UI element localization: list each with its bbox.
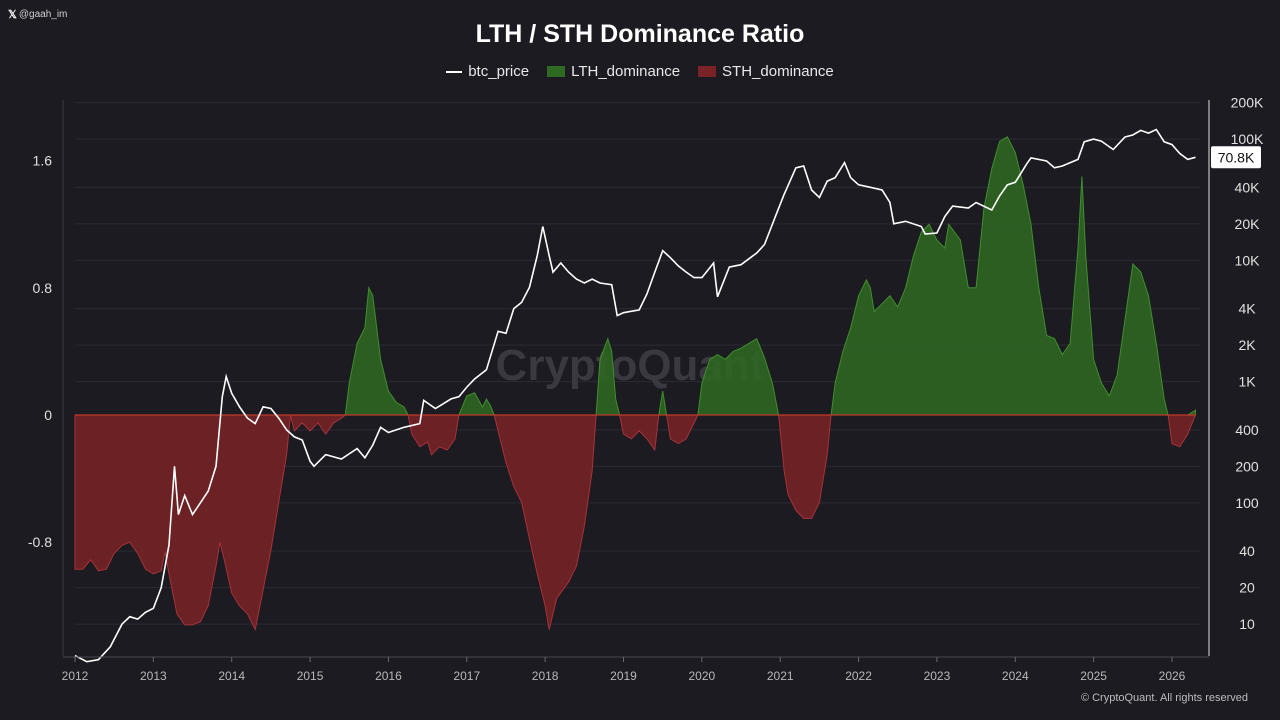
right-tick-label: 200 [1235, 458, 1259, 474]
x-tick-label: 2016 [375, 669, 402, 683]
legend-swatch-sth-dominance [698, 66, 717, 77]
right-tick-label: 20K [1235, 216, 1261, 232]
right-tick-label: 10K [1235, 252, 1261, 268]
right-tick-label: 200K [1231, 95, 1264, 111]
last-price-box [1211, 146, 1261, 169]
right-tick-label: 40 [1239, 543, 1255, 559]
left-tick-label: -0.8 [28, 534, 52, 550]
x-tick-label: 2018 [532, 669, 559, 683]
x-tick-label: 2019 [610, 669, 637, 683]
legend-label-btc-price: btc_price [468, 63, 530, 80]
x-tick-label: 2025 [1080, 669, 1107, 683]
legend-swatch-btc-price [446, 70, 463, 73]
legend-label-lth-dominance: LTH_dominance [571, 63, 681, 80]
x-tick-label: 2022 [845, 669, 872, 683]
left-tick-label: 1.6 [33, 153, 53, 169]
x-tick-label: 2023 [924, 669, 951, 683]
chart-legend: btc_price LTH_dominance STH_dominance [0, 63, 1280, 80]
right-tick-label: 400 [1235, 422, 1259, 438]
x-tick-label: 2015 [297, 669, 324, 683]
right-tick-label: 4K [1238, 301, 1256, 317]
legend-swatch-lth-dominance [547, 66, 566, 77]
x-tick-label: 2024 [1002, 669, 1029, 683]
x-logo-icon: 𝕏 [8, 9, 17, 21]
sth-dominance-area [74, 414, 1197, 632]
left-axis: 1.6 0.8 0 -0.8 [28, 153, 52, 551]
last-price-label: 70.8K [1218, 149, 1255, 165]
chart-title: LTH / STH Dominance Ratio [475, 20, 805, 48]
right-tick-label: 2K [1238, 337, 1256, 353]
right-tick-label: 10 [1239, 616, 1255, 632]
x-axis: 2012 2013 2014 2015 2016 2017 2018 2019 2020 2021… [62, 656, 1209, 683]
legend-item-btc-price[interactable]: btc_price [446, 63, 529, 80]
author-handle: 𝕏 @gaah_im [8, 8, 67, 21]
x-tick-label: 2012 [62, 669, 89, 683]
legend-item-sth-dominance[interactable]: STH_dominance [698, 63, 834, 80]
right-tick-label: 40K [1235, 179, 1261, 195]
x-tick-label: 2013 [140, 669, 167, 683]
handle-text: @gaah_im [18, 9, 68, 20]
legend-label-sth-dominance: STH_dominance [722, 63, 834, 80]
x-tick-label: 2014 [218, 669, 245, 683]
x-tick-label: 2021 [767, 669, 794, 683]
copyright-text: © CryptoQuant. All rights reserved [1080, 692, 1248, 704]
right-tick-label: 100K [1231, 131, 1264, 147]
x-tick-label: 2026 [1159, 669, 1186, 683]
x-tick-label: 2020 [689, 669, 716, 683]
right-tick-label: 100 [1235, 495, 1259, 511]
legend-item-lth-dominance[interactable]: LTH_dominance [547, 63, 680, 80]
left-tick-label: 0 [44, 407, 52, 423]
last-price-tag: 70.8K [1211, 146, 1261, 169]
right-axis: 10 20 40 100 200 400 1K 2K 4K 10K 20K 40K 100K 200K [1208, 95, 1264, 656]
x-tick-label: 2017 [453, 669, 480, 683]
left-tick-label: 0.8 [33, 280, 53, 296]
right-tick-label: 1K [1238, 374, 1256, 390]
btc-price-line [74, 128, 1196, 663]
right-tick-label: 20 [1239, 580, 1255, 596]
